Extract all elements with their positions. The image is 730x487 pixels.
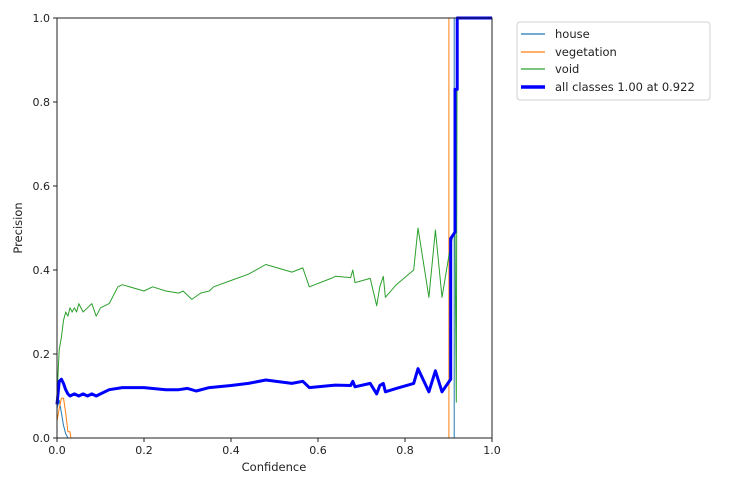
plot-frame <box>56 17 493 439</box>
y-tick-label: 1.0 <box>33 12 51 25</box>
series-vegetation-line <box>56 17 492 439</box>
legend-label-void: void <box>555 62 579 76</box>
x-axis: 0.0 0.2 0.4 0.6 0.8 1.0 <box>48 438 501 457</box>
legend: house vegetation void all classes 1.00 a… <box>516 21 711 101</box>
x-tick-label: 0.6 <box>309 444 327 457</box>
y-tick-label: 0.6 <box>33 180 51 193</box>
series-void-line <box>56 17 492 403</box>
series-house-line <box>56 17 492 439</box>
x-tick-label: 0.8 <box>396 444 414 457</box>
y-tick-label: 0.8 <box>33 96 51 109</box>
x-tick-label: 1.0 <box>483 444 501 457</box>
legend-label-vegetation: vegetation <box>555 45 617 59</box>
x-tick-label: 0.4 <box>222 444 240 457</box>
x-tick-label: 0.0 <box>48 444 66 457</box>
series-all-line <box>55 16 492 405</box>
x-axis-label: Confidence <box>242 460 307 474</box>
x-tick-label: 0.2 <box>135 444 153 457</box>
y-axis: 0.0 0.2 0.4 0.6 0.8 1.0 <box>33 12 57 445</box>
legend-box <box>516 21 711 101</box>
plot-series <box>55 16 492 439</box>
legend-label-all-classes: all classes 1.00 at 0.922 <box>555 80 695 94</box>
legend-label-house: house <box>555 27 590 41</box>
y-tick-label: 0.4 <box>33 264 51 277</box>
y-tick-label: 0.0 <box>33 432 51 445</box>
y-tick-label: 0.2 <box>33 348 51 361</box>
y-axis-label: Precision <box>11 202 25 253</box>
